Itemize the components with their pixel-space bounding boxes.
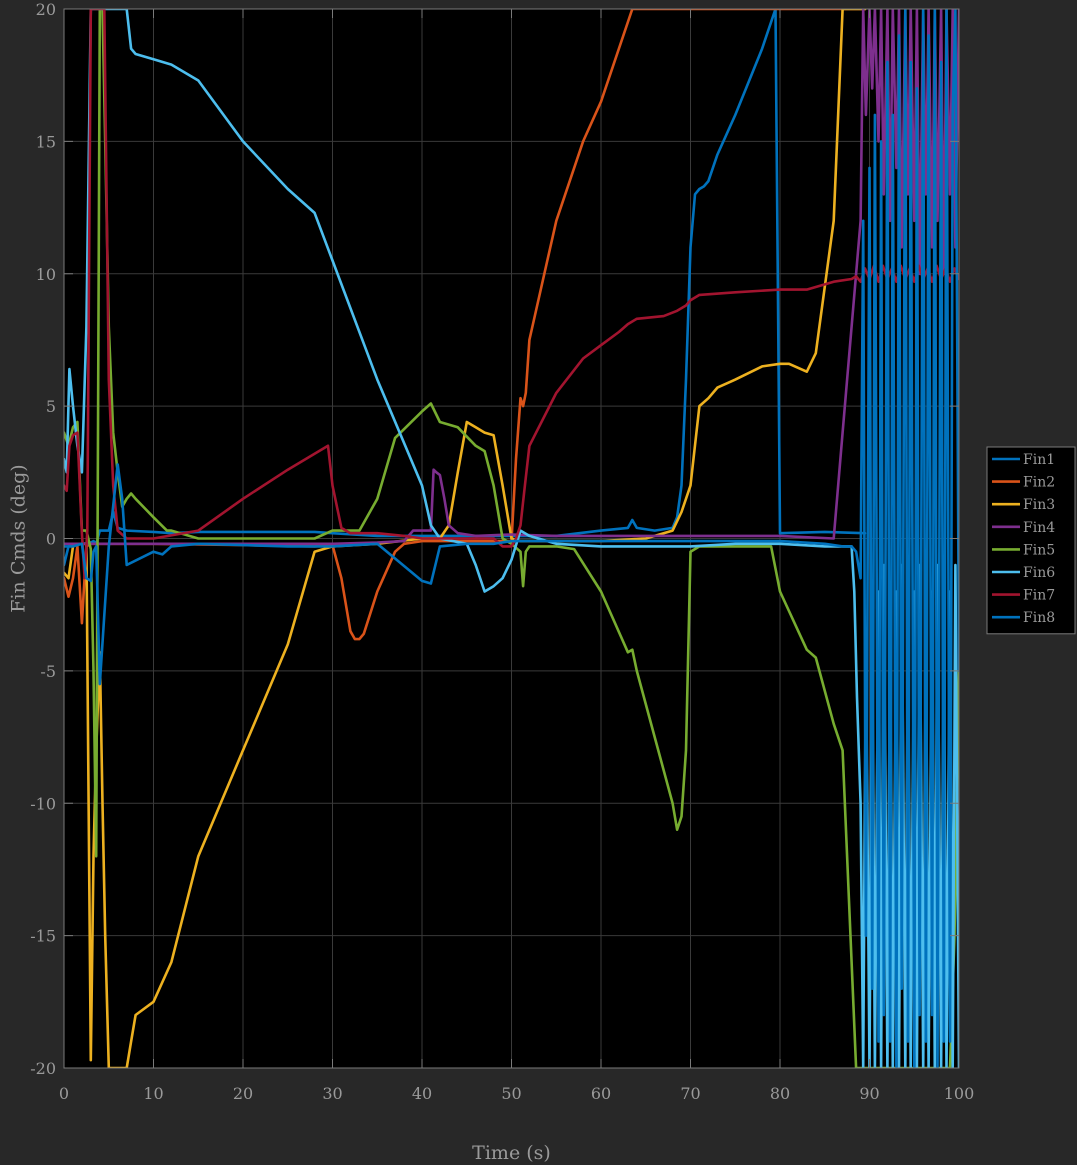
x-tick-label: 100	[944, 1084, 975, 1103]
legend-item-fin6[interactable]: Fin6	[992, 565, 1055, 581]
y-tick-label: -15	[30, 927, 56, 946]
x-tick-label: 70	[680, 1084, 700, 1103]
x-tick-label: 50	[501, 1084, 521, 1103]
legend-label: Fin1	[1023, 452, 1055, 468]
legend-label: Fin8	[1023, 610, 1055, 626]
legend-label: Fin5	[1023, 542, 1055, 558]
y-tick-label: 0	[46, 530, 56, 549]
legend-item-fin1[interactable]: Fin1	[992, 452, 1055, 468]
x-tick-label: 60	[591, 1084, 611, 1103]
x-tick-label: 30	[322, 1084, 342, 1103]
legend[interactable]: Fin1 Fin2 Fin3 Fin4 Fin5 Fin6 Fin7 Fin8	[986, 446, 1076, 635]
x-axis-label: Time (s)	[472, 1142, 551, 1164]
axis-ticks: 0 10 20 30 40 50 60 70 80 90 100 -20 -15 -10 -5 0 5 10 15 2…	[30, 0, 974, 1103]
legend-item-fin7[interactable]: Fin7	[992, 588, 1055, 604]
x-tick-label: 10	[143, 1084, 163, 1103]
y-tick-label: -20	[30, 1059, 56, 1078]
y-tick-label: 10	[36, 265, 56, 284]
y-tick-label: 15	[36, 132, 56, 151]
legend-item-fin2[interactable]: Fin2	[992, 475, 1055, 491]
legend-item-fin3[interactable]: Fin3	[992, 497, 1055, 513]
series-lines	[64, 9, 959, 1068]
x-tick-label: 20	[233, 1084, 253, 1103]
y-tick-label: -10	[30, 794, 56, 813]
legend-item-fin5[interactable]: Fin5	[992, 542, 1055, 558]
legend-label: Fin6	[1023, 565, 1055, 581]
series-line-fin7	[64, 9, 959, 580]
x-tick-label: 80	[770, 1084, 790, 1103]
legend-label: Fin3	[1023, 497, 1055, 513]
y-tick-label: 20	[36, 0, 56, 19]
y-axis-label: Fin Cmds (deg)	[8, 464, 30, 612]
legend-box	[986, 446, 1076, 635]
legend-items: Fin1 Fin2 Fin3 Fin4 Fin5 Fin6 Fin7 Fin8	[992, 452, 1055, 626]
legend-label: Fin7	[1023, 588, 1055, 604]
x-tick-label: 40	[412, 1084, 432, 1103]
legend-item-fin4[interactable]: Fin4	[992, 520, 1055, 536]
legend-label: Fin2	[1023, 475, 1055, 491]
y-tick-label: 5	[46, 397, 56, 416]
x-tick-label: 0	[59, 1084, 69, 1103]
legend-label: Fin4	[1023, 520, 1055, 536]
x-tick-label: 90	[859, 1084, 879, 1103]
series-line-fin6	[64, 9, 959, 1068]
series-line-fin8	[64, 9, 959, 1068]
legend-item-fin8[interactable]: Fin8	[992, 610, 1055, 626]
y-tick-label: -5	[40, 662, 56, 681]
